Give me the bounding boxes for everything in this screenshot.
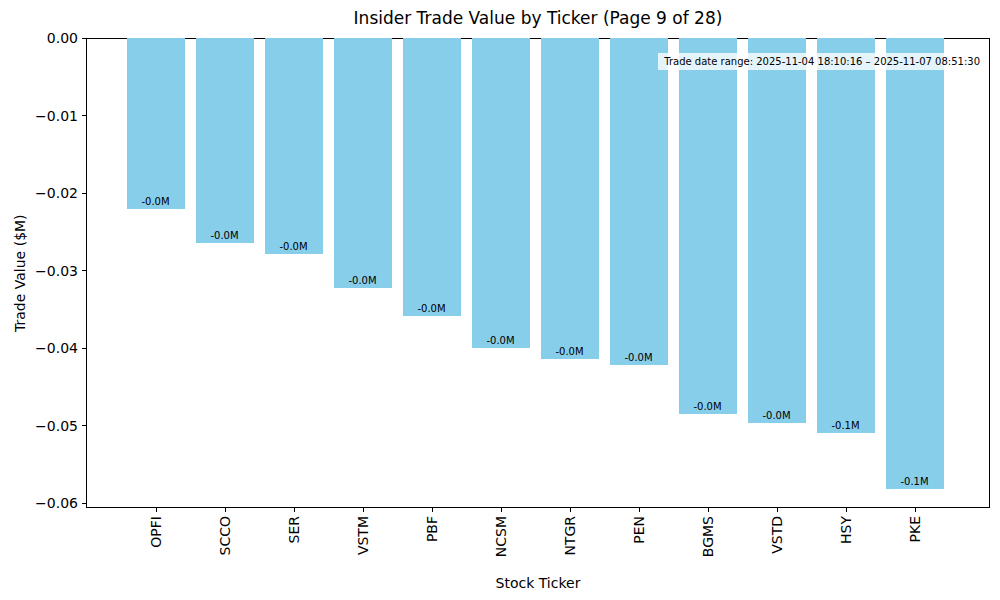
bar-value-label-bgms: -0.0M (679, 401, 737, 412)
bar-opfi: -0.0M (127, 38, 185, 209)
bar-vstm: -0.0M (334, 38, 392, 288)
bar-ser: -0.0M (265, 38, 323, 254)
x-tick-label-vstm: VSTM (354, 516, 372, 555)
x-tick-mark (846, 508, 847, 512)
x-tick-label-pbf: PBF (423, 516, 441, 542)
bar-value-label-scco: -0.0M (196, 230, 254, 241)
y-tick-mark (82, 115, 86, 116)
x-tick-label-hsy: HSY (837, 516, 855, 544)
y-tick-mark (82, 503, 86, 504)
x-tick-label-ntgr: NTGR (561, 516, 579, 556)
bar-value-label-pen: -0.0M (610, 352, 668, 363)
y-axis-label: Trade Value ($M) (12, 38, 32, 508)
x-tick-mark (708, 508, 709, 512)
x-tick-label-pke: PKE (906, 516, 924, 542)
x-tick-mark (777, 508, 778, 512)
y-tick-label: −0.01 (30, 108, 78, 124)
x-tick-label-opfi: OPFI (147, 516, 165, 548)
bar-value-label-ncsm: -0.0M (472, 335, 530, 346)
x-axis-label: Stock Ticker (86, 575, 990, 591)
y-tick-label: −0.05 (30, 418, 78, 434)
x-tick-mark (501, 508, 502, 512)
y-tick-label: −0.06 (30, 495, 78, 511)
x-tick-mark (639, 508, 640, 512)
x-tick-mark (432, 508, 433, 512)
x-tick-label-vstd: VSTD (768, 516, 786, 554)
y-tick-label: 0.00 (30, 30, 78, 46)
y-tick-mark (82, 193, 86, 194)
y-tick-label: −0.03 (30, 263, 78, 279)
y-tick-mark (82, 270, 86, 271)
x-tick-label-scco: SCCO (216, 516, 234, 555)
bar-value-label-vstm: -0.0M (334, 275, 392, 286)
bar-value-label-opfi: -0.0M (127, 196, 185, 207)
x-tick-mark (570, 508, 571, 512)
bar-value-label-ser: -0.0M (265, 241, 323, 252)
bar-ncsm: -0.0M (472, 38, 530, 348)
x-tick-mark (294, 508, 295, 512)
bar-vstd: -0.0M (748, 38, 806, 423)
x-tick-label-ncsm: NCSM (492, 516, 510, 557)
insider-trade-bar-chart: Insider Trade Value by Ticker (Page 9 of… (0, 0, 1000, 600)
bar-value-label-hsy: -0.1M (817, 420, 875, 431)
y-tick-label: −0.02 (30, 185, 78, 201)
y-tick-mark (82, 348, 86, 349)
x-tick-mark (915, 508, 916, 512)
bar-value-label-ntgr: -0.0M (541, 346, 599, 357)
y-tick-mark (82, 425, 86, 426)
bar-value-label-pbf: -0.0M (403, 303, 461, 314)
trade-date-range-annotation: Trade date range: 2025-11-04 18:10:16 – … (658, 53, 986, 70)
x-tick-mark (363, 508, 364, 512)
bar-pke: -0.1M (886, 38, 944, 489)
y-tick-mark (82, 38, 86, 39)
x-tick-mark (225, 508, 226, 512)
bar-ntgr: -0.0M (541, 38, 599, 359)
x-tick-mark (156, 508, 157, 512)
bar-pbf: -0.0M (403, 38, 461, 316)
chart-title: Insider Trade Value by Ticker (Page 9 of… (86, 8, 990, 28)
bar-pen: -0.0M (610, 38, 668, 365)
bar-value-label-vstd: -0.0M (748, 410, 806, 421)
bar-scco: -0.0M (196, 38, 254, 243)
bar-bgms: -0.0M (679, 38, 737, 414)
bar-hsy: -0.1M (817, 38, 875, 433)
x-tick-label-pen: PEN (630, 516, 648, 544)
bar-value-label-pke: -0.1M (886, 476, 944, 487)
x-tick-label-ser: SER (285, 516, 303, 543)
x-tick-label-bgms: BGMS (699, 516, 717, 557)
y-tick-label: −0.04 (30, 340, 78, 356)
